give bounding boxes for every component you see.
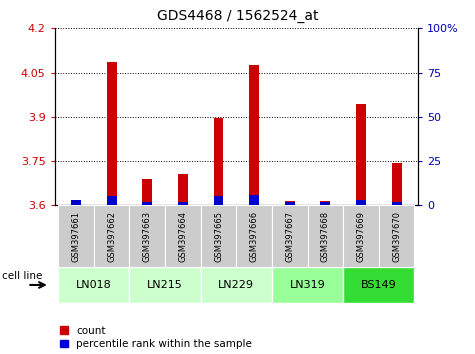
Bar <box>58 267 129 303</box>
Bar <box>249 195 259 205</box>
Bar <box>201 205 237 267</box>
Bar <box>392 202 402 205</box>
Bar <box>129 205 165 267</box>
Bar <box>343 267 414 303</box>
Text: BS149: BS149 <box>361 280 397 290</box>
Bar <box>356 104 366 205</box>
Bar <box>249 65 259 205</box>
Bar <box>272 205 308 267</box>
Text: GSM397669: GSM397669 <box>357 211 365 262</box>
Text: GDS4468 / 1562524_at: GDS4468 / 1562524_at <box>157 9 318 23</box>
Text: cell line: cell line <box>2 271 43 281</box>
Bar <box>178 174 188 205</box>
Text: GSM397670: GSM397670 <box>392 211 401 262</box>
Bar <box>356 200 366 205</box>
Bar <box>272 267 343 303</box>
Bar <box>106 62 117 205</box>
Text: GSM397668: GSM397668 <box>321 211 330 262</box>
Bar <box>392 162 402 205</box>
Text: LN018: LN018 <box>76 280 112 290</box>
Text: LN215: LN215 <box>147 280 183 290</box>
Bar <box>106 196 117 205</box>
Bar <box>178 202 188 205</box>
Bar <box>285 202 295 205</box>
Bar <box>71 201 81 205</box>
Bar <box>71 200 81 205</box>
Text: GSM397665: GSM397665 <box>214 211 223 262</box>
Bar <box>58 205 94 267</box>
Bar <box>214 118 224 205</box>
Bar <box>237 205 272 267</box>
Bar <box>308 205 343 267</box>
Text: GSM397667: GSM397667 <box>285 211 294 262</box>
Text: GSM397662: GSM397662 <box>107 211 116 262</box>
Text: LN229: LN229 <box>218 280 254 290</box>
Bar <box>285 201 295 205</box>
Bar <box>94 205 129 267</box>
Bar <box>321 201 331 205</box>
Text: GSM397664: GSM397664 <box>179 211 187 262</box>
Text: GSM397663: GSM397663 <box>143 211 152 262</box>
Bar <box>129 267 200 303</box>
Bar <box>379 205 414 267</box>
Bar <box>213 196 223 205</box>
Text: GSM397661: GSM397661 <box>72 211 80 262</box>
Bar <box>165 205 200 267</box>
Bar <box>201 267 272 303</box>
Bar <box>142 179 152 205</box>
Bar <box>343 205 379 267</box>
Bar <box>321 202 331 205</box>
Bar <box>142 202 152 205</box>
Text: LN319: LN319 <box>290 280 325 290</box>
Legend: count, percentile rank within the sample: count, percentile rank within the sample <box>60 326 252 349</box>
Text: GSM397666: GSM397666 <box>250 211 258 262</box>
